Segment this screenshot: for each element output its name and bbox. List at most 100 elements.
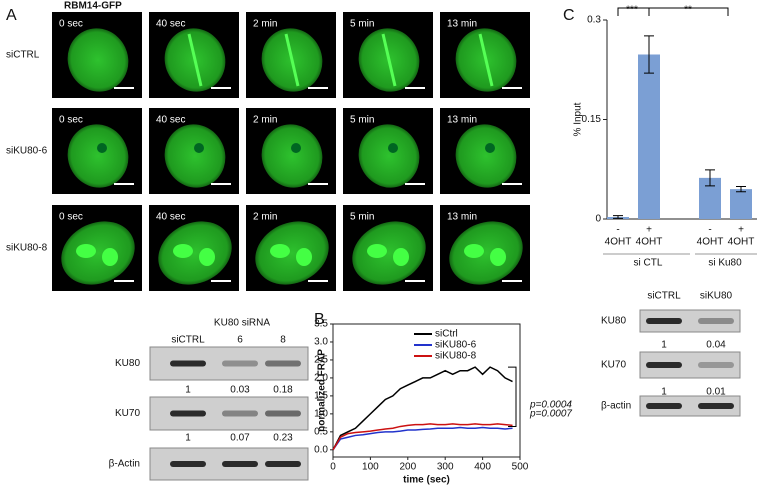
band bbox=[170, 461, 206, 467]
panel-letter: B bbox=[314, 311, 325, 328]
category-sublabel: 4OHT bbox=[697, 237, 724, 248]
row-label: siKU80-8 bbox=[6, 243, 48, 254]
timepoint-label: 40 sec bbox=[156, 212, 185, 223]
x-tick-label: 200 bbox=[399, 462, 416, 473]
error-bar bbox=[736, 185, 746, 193]
timepoint-label: 2 min bbox=[253, 212, 277, 223]
y-tick-label: 0.0 bbox=[314, 444, 328, 455]
nucleus bbox=[449, 221, 523, 285]
lane-label: siCTRL bbox=[647, 291, 681, 302]
band bbox=[265, 461, 301, 467]
band bbox=[222, 360, 258, 367]
x-tick-label: 400 bbox=[474, 462, 491, 473]
band-quant: 0.03 bbox=[230, 385, 250, 396]
y-axis-label: % Input bbox=[573, 102, 584, 136]
spot bbox=[367, 244, 387, 258]
plot-frame bbox=[332, 323, 521, 458]
error-bar bbox=[644, 35, 654, 74]
band bbox=[170, 360, 206, 367]
nucleus bbox=[255, 221, 329, 285]
bar bbox=[699, 177, 721, 219]
band-label: KU80 bbox=[601, 316, 626, 327]
nucleus bbox=[352, 221, 426, 285]
timepoint-label: 13 min bbox=[447, 19, 477, 30]
group-label: si CTL bbox=[634, 258, 663, 269]
timepoint-label: 0 sec bbox=[59, 19, 83, 30]
nucleolus bbox=[388, 143, 398, 153]
band bbox=[698, 318, 734, 324]
spot bbox=[393, 248, 409, 266]
band-quant: 1 bbox=[185, 385, 191, 396]
band bbox=[170, 410, 206, 417]
category-label: + bbox=[646, 225, 652, 236]
category-sublabel: 4OHT bbox=[605, 237, 632, 248]
timepoint-label: 2 min bbox=[253, 19, 277, 30]
p-value: p=0.0007 bbox=[529, 409, 572, 420]
band-quant: 1 bbox=[185, 433, 191, 444]
band-quant: 1 bbox=[661, 340, 667, 351]
x-tick-label: 500 bbox=[512, 462, 529, 473]
y-tick-label: 3.5 bbox=[314, 319, 328, 330]
timepoint-label: 13 min bbox=[447, 115, 477, 126]
bracket bbox=[508, 366, 517, 427]
timepoint-label: 13 min bbox=[447, 212, 477, 223]
band-label: KU80 bbox=[115, 358, 140, 369]
panel-title: RBM14-GFP bbox=[64, 1, 122, 12]
band-quant: 0.01 bbox=[706, 387, 726, 398]
timepoint-label: 0 sec bbox=[59, 115, 83, 126]
band bbox=[698, 362, 734, 368]
nucleus bbox=[455, 124, 517, 188]
y-axis-label: normalized FRAP bbox=[317, 349, 328, 432]
nucleus bbox=[61, 221, 135, 285]
lane-label: siKU80 bbox=[700, 291, 733, 302]
band bbox=[646, 362, 682, 368]
spot bbox=[464, 244, 484, 258]
group-label: si Ku80 bbox=[708, 258, 742, 269]
band bbox=[265, 360, 301, 367]
band-quant: 1 bbox=[661, 387, 667, 398]
panel-letter: C bbox=[563, 7, 575, 24]
nucleolus bbox=[194, 143, 204, 153]
y-tick-label: 1.0 bbox=[314, 409, 328, 420]
band-label: β-actin bbox=[601, 401, 631, 412]
timepoint-label: 0 sec bbox=[59, 212, 83, 223]
series-line bbox=[332, 366, 513, 451]
damage-stripe bbox=[284, 33, 300, 87]
damage-stripe bbox=[381, 33, 397, 87]
nucleolus bbox=[291, 143, 301, 153]
nucleus bbox=[67, 28, 129, 92]
band-label: KU70 bbox=[601, 360, 626, 371]
spot bbox=[490, 248, 506, 266]
spot bbox=[199, 248, 215, 266]
category-sublabel: 4OHT bbox=[636, 237, 663, 248]
y-tick-label: 2.5 bbox=[314, 355, 328, 366]
nucleus bbox=[67, 124, 129, 188]
y-tick-label: 2.0 bbox=[314, 373, 328, 384]
band-label: KU70 bbox=[115, 408, 140, 419]
band-quant: 0.07 bbox=[230, 433, 250, 444]
band-label: β-Actin bbox=[109, 459, 140, 470]
y-tick-label: 0 bbox=[595, 214, 601, 225]
x-tick-label: 300 bbox=[437, 462, 454, 473]
x-tick-label: 0 bbox=[330, 462, 336, 473]
p-value: p=0.0004 bbox=[529, 400, 572, 411]
bracket bbox=[617, 7, 729, 16]
band bbox=[646, 403, 682, 409]
nucleolus bbox=[97, 143, 107, 153]
series-line bbox=[332, 426, 513, 451]
band bbox=[222, 410, 258, 417]
band bbox=[698, 403, 734, 409]
y-tick-label: 0.15 bbox=[582, 114, 602, 125]
band-quant: 0.04 bbox=[706, 340, 726, 351]
nucleus bbox=[164, 124, 226, 188]
damage-stripe bbox=[478, 33, 494, 87]
significance: ** bbox=[684, 5, 692, 16]
damage-stripe bbox=[187, 33, 203, 87]
band bbox=[265, 410, 301, 417]
band bbox=[646, 318, 682, 324]
band-quant: 0.18 bbox=[273, 385, 293, 396]
nucleus bbox=[261, 124, 323, 188]
spot bbox=[102, 248, 118, 266]
spot bbox=[296, 248, 312, 266]
